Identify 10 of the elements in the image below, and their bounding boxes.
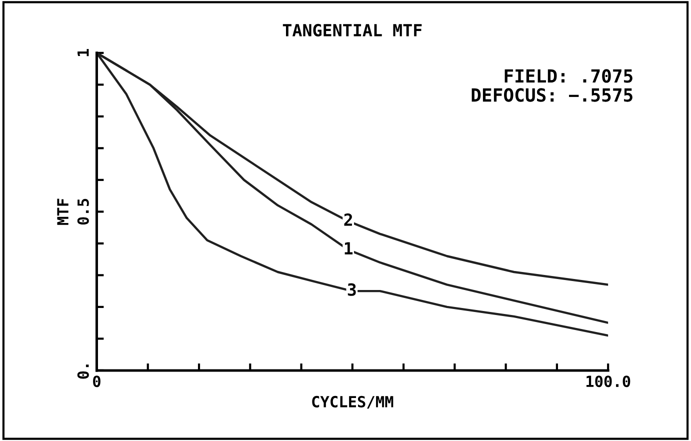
x-axis-title: CYCLES/MM bbox=[312, 396, 394, 409]
y-axis-title: MTF bbox=[57, 198, 68, 225]
y-tick-label: 1 bbox=[78, 49, 89, 56]
annotation: FIELD: .7075 bbox=[504, 69, 632, 83]
y-tick-label: 0.5 bbox=[77, 198, 89, 225]
x-tick-label: 0 bbox=[93, 376, 100, 388]
chart-title: TANGENTIAL MTF bbox=[282, 24, 422, 36]
y-tick-label: 0. bbox=[77, 364, 89, 379]
annotation: DEFOCUS: −.5575 bbox=[472, 88, 632, 102]
x-tick-label: 100.0 bbox=[586, 376, 630, 388]
